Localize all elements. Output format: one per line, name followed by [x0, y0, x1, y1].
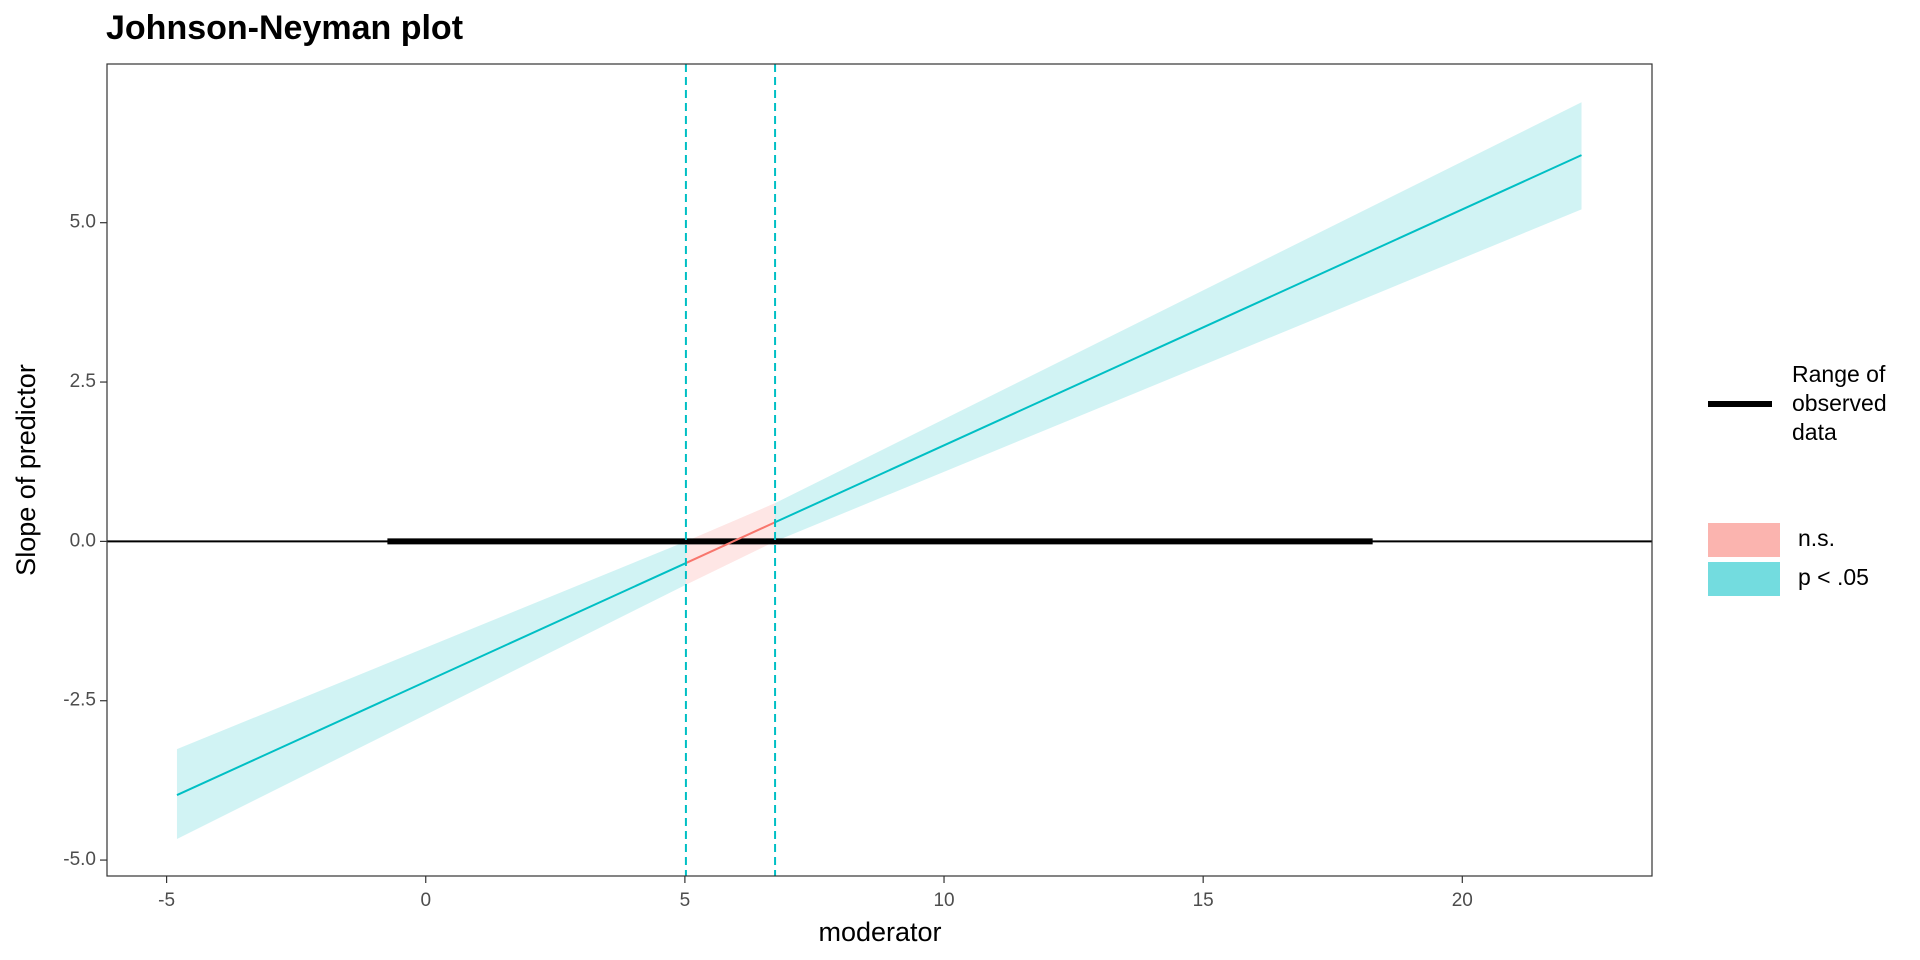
x-tick-label: 10 [933, 890, 954, 911]
x-tick-label: 20 [1452, 890, 1473, 911]
y-tick-label: 5.0 [70, 212, 96, 233]
legend-label: data [1792, 419, 1837, 445]
panel-border [106, 63, 1653, 877]
legend-label: observed [1792, 390, 1887, 416]
legend-label: Range of [1792, 361, 1886, 387]
x-tick-label: 5 [680, 890, 691, 911]
x-axis-label: moderator [818, 917, 941, 947]
y-tick-label: 0.0 [70, 530, 96, 551]
x-tick-label: 15 [1193, 890, 1214, 911]
x-tick-label: -5 [158, 890, 175, 911]
legend-key [1708, 562, 1780, 596]
legend-key [1708, 523, 1780, 557]
confidence-band [176, 102, 1582, 840]
chart-title: Johnson-Neyman plot [106, 9, 463, 47]
x-tick-label: 0 [420, 890, 431, 911]
slope-line [176, 154, 1582, 796]
slope-line [685, 521, 776, 564]
y-tick-label: -2.5 [63, 690, 96, 711]
legend-label: p < .05 [1798, 564, 1869, 590]
y-tick-label: -5.0 [63, 849, 96, 870]
y-tick-label: 2.5 [70, 371, 96, 392]
y-axis-label: Slope of predictor [11, 364, 41, 576]
legend-label: n.s. [1798, 525, 1835, 551]
